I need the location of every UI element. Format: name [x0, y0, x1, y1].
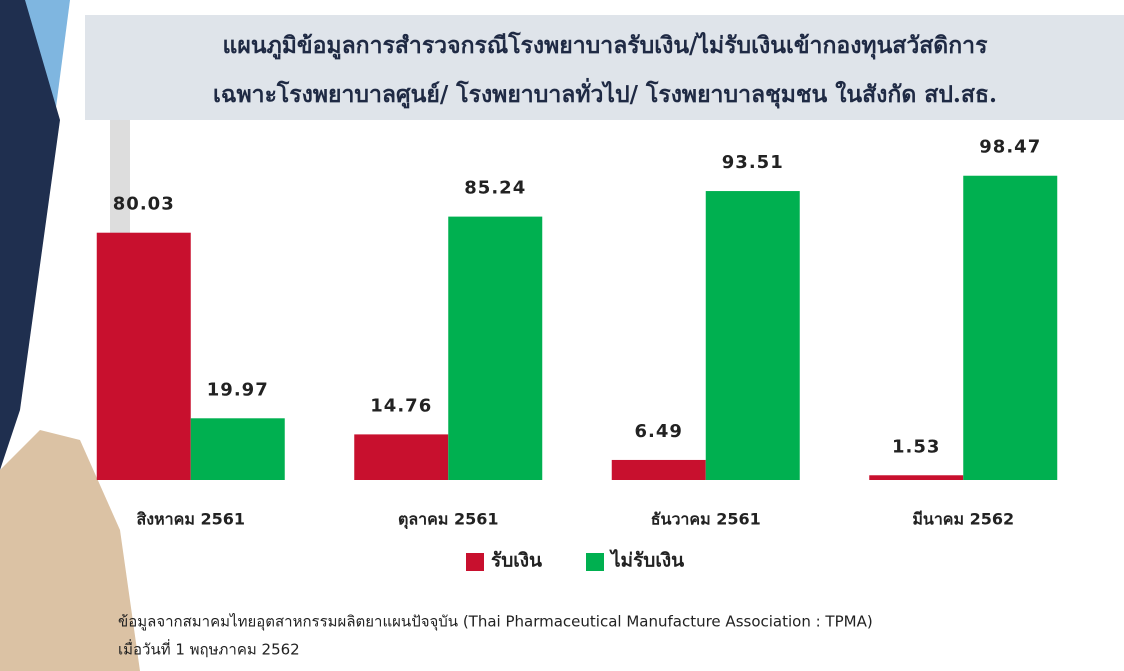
data-label: 93.51	[722, 152, 784, 173]
chart: แผนภูมิข้อมูลการสำรวจกรณีโรงพยาบาลรับเงิ…	[0, 0, 1124, 671]
data-label: 19.97	[207, 379, 269, 400]
bar	[869, 475, 963, 480]
bar	[354, 434, 448, 480]
bar	[963, 176, 1057, 480]
x-tick-label: ตุลาคม 2561	[398, 510, 499, 530]
legend-label: รับเงิน	[491, 550, 542, 572]
bar	[448, 217, 542, 480]
source-note: เมื่อวันที่ 1 พฤษภาคม 2562	[118, 639, 300, 659]
data-label: 14.76	[370, 395, 432, 416]
data-label: 6.49	[635, 421, 683, 442]
legend-swatch	[466, 553, 484, 571]
bar	[191, 418, 285, 480]
source-note: ข้อมูลจากสมาคมไทยอุตสาหกรรมผลิตยาแผนปัจจ…	[118, 613, 873, 632]
bar	[706, 191, 800, 480]
bar	[97, 233, 191, 480]
data-label: 98.47	[979, 137, 1041, 158]
legend-swatch	[586, 553, 604, 571]
data-label: 85.24	[464, 178, 526, 199]
data-label: 80.03	[113, 194, 175, 215]
chart-title: แผนภูมิข้อมูลการสำรวจกรณีโรงพยาบาลรับเงิ…	[223, 31, 989, 60]
x-tick-label: มีนาคม 2562	[912, 510, 1014, 529]
data-label: 1.53	[892, 436, 940, 457]
x-tick-label: สิงหาคม 2561	[136, 510, 245, 529]
bar	[612, 460, 706, 480]
x-tick-label: ธันวาคม 2561	[651, 510, 761, 529]
legend-label: ไม่รับเงิน	[609, 549, 684, 572]
chart-subtitle: เฉพาะโรงพยาบาลศูนย์/ โรงพยาบาลทั่วไป/ โร…	[213, 77, 997, 109]
